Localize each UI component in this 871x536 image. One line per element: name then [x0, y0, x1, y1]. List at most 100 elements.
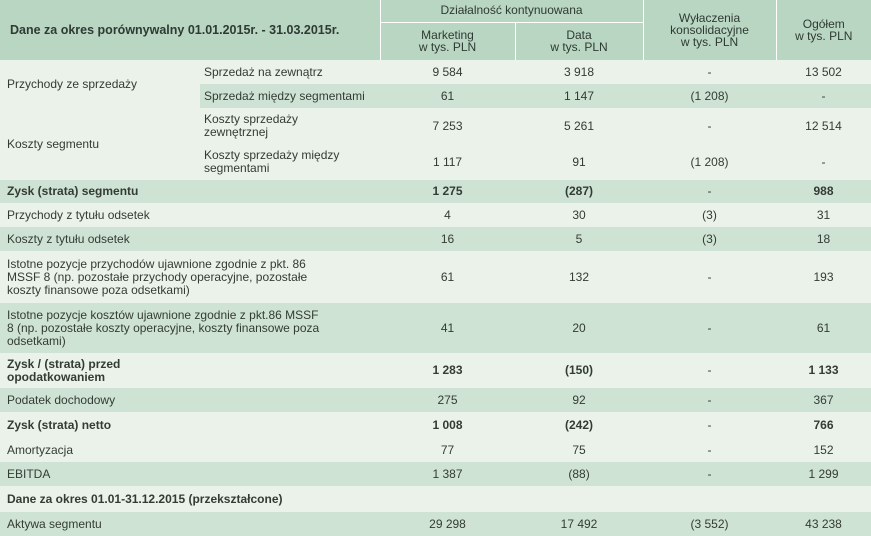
cell-data: 91	[515, 144, 644, 180]
cell-data: 30	[572, 207, 586, 222]
table-row: EBITDA 1 387 (88) - 1 299	[0, 462, 871, 486]
cell-marketing: 41	[440, 320, 455, 335]
cell-elim: -	[707, 320, 712, 335]
cell-marketing: 61	[440, 269, 455, 284]
row-label-line2: opodatkowaniem	[7, 369, 106, 384]
cell-elim: (1 208)	[643, 144, 777, 180]
cell-total: 13 502	[776, 60, 871, 84]
cell-marketing: 1 283	[432, 363, 463, 377]
cell-marketing: 16	[440, 231, 455, 246]
cell-data: 75	[572, 442, 586, 457]
cell-data: 92	[572, 392, 586, 407]
col-header-total: Ogółem w tys. PLN	[776, 0, 871, 60]
col-header-elim-line3: w tys. PLN	[680, 35, 739, 49]
col-header-elim: Wyłaczenia konsolidacyjne w tys. PLN	[643, 0, 777, 60]
col-header-total-line1: Ogółem	[802, 17, 845, 31]
row-label: Zysk (strata) segmentu	[7, 184, 139, 198]
table-row: Podatek dochodowy 275 92 - 367	[0, 388, 871, 412]
table-row: Koszty segmentu Koszty sprzedaży zewnętr…	[0, 108, 871, 180]
cell-total: -	[776, 84, 871, 108]
cell-elim: -	[707, 184, 712, 198]
cell-marketing: 9 584	[380, 60, 516, 84]
cell-total: 367	[813, 392, 834, 407]
cell-data: (287)	[565, 184, 594, 198]
cell-elim: -	[707, 392, 712, 407]
row-sublabel: Sprzedaż na zewnątrz	[200, 60, 381, 84]
cell-total: 61	[816, 320, 831, 335]
cell-total: 43 238	[805, 516, 842, 531]
col-header-elim-line1: Wyłaczenia	[678, 11, 741, 25]
cell-data: 5 261	[515, 108, 644, 144]
cell-total: 12 514	[776, 108, 871, 144]
cell-data: (88)	[568, 466, 590, 481]
table-row: Koszty z tytułu odsetek 16 5 (3) 18	[0, 227, 871, 251]
cell-total: 18	[816, 231, 831, 246]
header-row-top: Dane za okres porównywalny 01.01.2015r. …	[0, 0, 871, 60]
col-header-elim-line2: konsolidacyjne	[670, 23, 749, 37]
row-label: Amortyzacja	[7, 442, 74, 457]
table-row: Zysk (strata) segmentu 1 275 (287) - 988	[0, 180, 871, 203]
cell-marketing: 1 275	[432, 184, 463, 198]
row-label-line3: koszty finansowe poza odsetkami)	[7, 282, 190, 297]
row-label: Koszty segmentu	[0, 108, 200, 180]
row-label-line2: MSSF 8 (np. pozostałe przychody operacyj…	[7, 269, 308, 284]
table-row: Przychody ze sprzedaży Sprzedaż na zewną…	[0, 60, 871, 108]
row-label: Zysk / (strata) przed opodatkowaniem	[0, 353, 380, 388]
row-label-line1: Istotne pozycje przychodów ujawnione zgo…	[7, 256, 306, 271]
col-header-data-line2: w tys. PLN	[550, 40, 608, 55]
section-row: Dane za okres 01.01-31.12.2015 (przekszt…	[0, 486, 871, 512]
row-label: Zysk (strata) netto	[7, 417, 112, 432]
section-title: Dane za okres 01.01-31.12.2015 (przekszt…	[7, 491, 283, 506]
cell-data: 3 918	[515, 60, 644, 84]
row-sublabel-line1: Koszty sprzedaży	[204, 112, 299, 126]
group-title: Działalność kontynuowana	[380, 0, 644, 23]
cell-marketing: 4	[444, 207, 451, 222]
cell-data: (150)	[565, 363, 594, 377]
cell-elim: -	[707, 466, 712, 481]
col-header-marketing-line2: w tys. PLN	[418, 40, 477, 55]
col-header-data-line1: Data	[566, 28, 592, 43]
row-label: EBITDA	[7, 466, 51, 481]
col-header-data: Data w tys. PLN	[515, 22, 644, 60]
cell-total: 1 133	[808, 363, 839, 377]
cell-marketing: 7 253	[380, 108, 516, 144]
table-row: Przychody z tytułu odsetek 4 30 (3) 31	[0, 203, 871, 227]
cell-elim: (3)	[702, 231, 717, 246]
cell-data: 20	[572, 320, 586, 335]
cell-marketing: 1 008	[432, 417, 463, 432]
col-header-marketing-line1: Marketing	[421, 28, 474, 43]
row-label-line2: 8 (np. pozostałe koszty operacyjne, kosz…	[7, 320, 320, 335]
cell-marketing: 61	[380, 84, 516, 108]
row-label-line1: Istotne pozycje kosztów ujawnione zgodni…	[7, 307, 319, 322]
cell-elim: (3 552)	[690, 516, 729, 531]
cell-marketing: 1 387	[432, 466, 463, 481]
row-label: Przychody ze sprzedaży	[0, 60, 200, 108]
cell-marketing: 29 298	[429, 516, 466, 531]
cell-data: 132	[569, 269, 590, 284]
cell-data: 5	[575, 231, 583, 246]
row-sublabel: Koszty sprzedaży między segmentami	[200, 144, 381, 180]
cell-marketing: 275	[437, 392, 458, 407]
row-sublabel-line2: segmentami	[204, 161, 270, 175]
table-row: Zysk (strata) netto 1 008 (242) - 766	[0, 412, 871, 438]
cell-elim: -	[707, 363, 712, 377]
cell-total: 766	[813, 417, 834, 432]
col-header-marketing: Marketing w tys. PLN	[380, 22, 516, 60]
cell-data: 17 492	[560, 516, 598, 531]
row-sublabel: Sprzedaż między segmentami	[200, 84, 381, 108]
period-title: Dane za okres porównywalny 01.01.2015r. …	[0, 0, 381, 60]
cell-elim: (1 208)	[643, 84, 777, 108]
cell-elim: -	[707, 417, 712, 432]
cell-elim: -	[643, 108, 777, 144]
cell-total: -	[776, 144, 871, 180]
cell-elim: (3)	[702, 207, 717, 222]
table-row: Aktywa segmentu 29 298 17 492 (3 552) 43…	[0, 512, 871, 536]
cell-total: 31	[816, 207, 831, 222]
row-label: Podatek dochodowy	[7, 392, 116, 407]
row-label: Koszty z tytułu odsetek	[7, 231, 130, 246]
cell-elim: -	[707, 442, 712, 457]
row-sublabel: Koszty sprzedaży zewnętrznej	[200, 108, 381, 144]
cell-marketing: 77	[440, 442, 455, 457]
cell-marketing: 1 117	[380, 144, 516, 180]
